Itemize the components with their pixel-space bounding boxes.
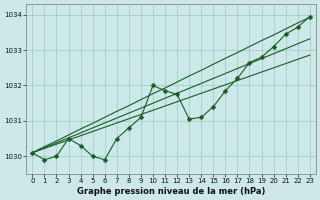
X-axis label: Graphe pression niveau de la mer (hPa): Graphe pression niveau de la mer (hPa) bbox=[77, 187, 265, 196]
